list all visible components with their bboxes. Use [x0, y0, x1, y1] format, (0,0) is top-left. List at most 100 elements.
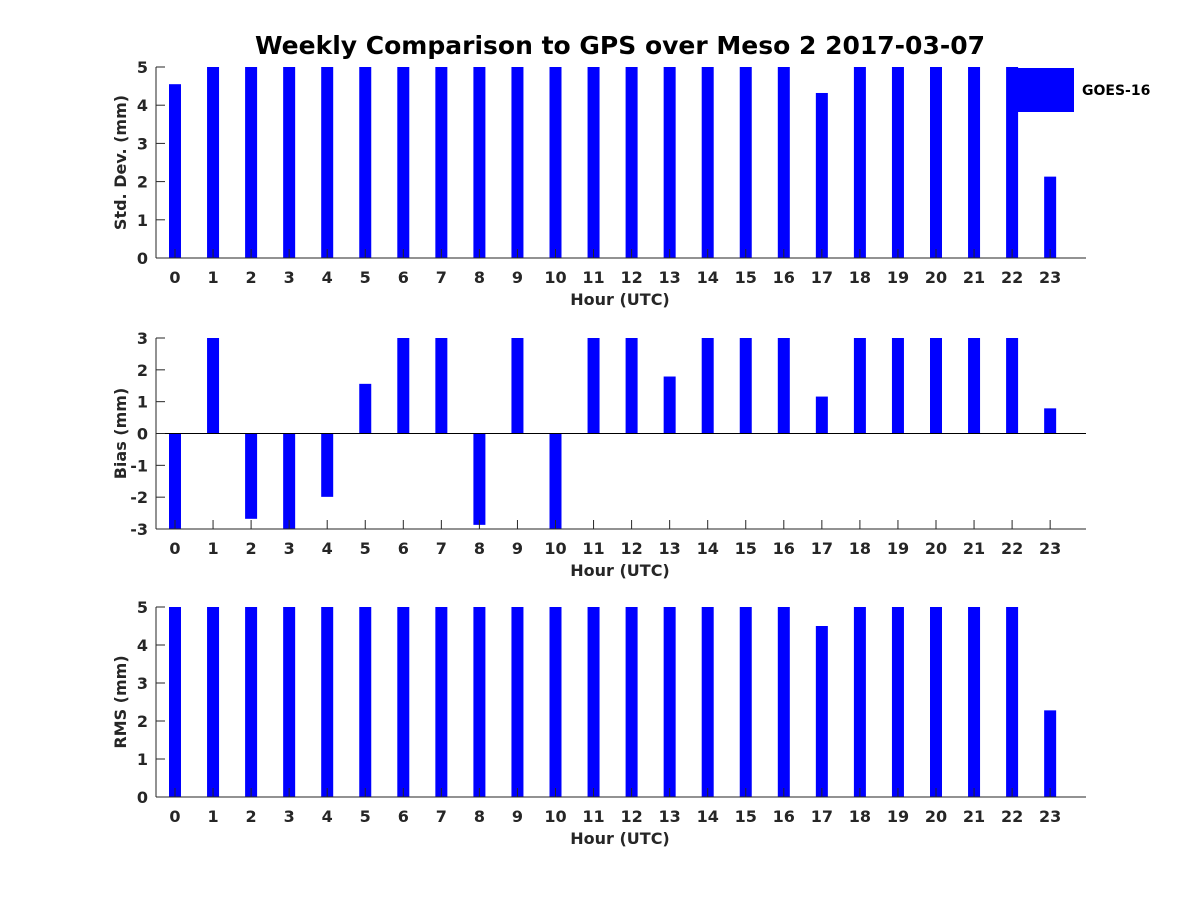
rms-xtick-label: 0 [169, 807, 180, 826]
std-dev-bar-8 [473, 67, 486, 258]
rms-xtick-label: 21 [963, 807, 985, 826]
std-dev-xtick-label: 11 [582, 268, 604, 287]
rms-xtick-label: 2 [246, 807, 257, 826]
rms-bar-6 [397, 607, 410, 797]
bias-xtick-label: 12 [620, 539, 642, 558]
bias-xtick-label: 23 [1039, 539, 1061, 558]
rms-bar-16 [777, 607, 790, 797]
rms-xtick-label: 5 [360, 807, 371, 826]
bias-xtick-label: 10 [544, 539, 566, 558]
std-dev-xtick-label: 15 [735, 268, 757, 287]
rms-xtick-label: 12 [620, 807, 642, 826]
bias-xtick-label: 13 [659, 539, 681, 558]
std-dev-bar-4 [321, 67, 334, 258]
std-dev-ytick-label: 2 [137, 173, 148, 192]
std-dev-bar-15 [739, 67, 752, 258]
rms-xtick-label: 19 [887, 807, 909, 826]
rms-ytick-label: 0 [137, 788, 148, 807]
std-dev-xtick-label: 7 [436, 268, 447, 287]
rms-bar-7 [435, 607, 448, 797]
bias-xtick-label: 15 [735, 539, 757, 558]
bias-bar-5 [359, 383, 372, 434]
bias-bar-0 [169, 433, 181, 529]
std-dev-bar-6 [397, 67, 410, 258]
bias-bar-12 [625, 338, 638, 434]
bias-bar-1 [207, 338, 220, 434]
rms-xtick-label: 18 [849, 807, 871, 826]
std-dev-xtick-label: 2 [246, 268, 257, 287]
std-dev-xtick-label: 9 [512, 268, 523, 287]
bias-xlabel: Hour (UTC) [570, 561, 670, 580]
bias-xtick-label: 18 [849, 539, 871, 558]
rms-ytick-label: 4 [137, 636, 148, 655]
std-dev-bar-14 [701, 67, 714, 258]
std-dev-ylabel: Std. Dev. (mm) [111, 95, 130, 230]
std-dev-bar-0 [169, 84, 181, 258]
rms-bar-19 [891, 607, 904, 797]
rms-bar-0 [169, 607, 181, 797]
std-dev-ytick-label: 5 [137, 58, 148, 77]
bias-xtick-label: 19 [887, 539, 909, 558]
bias-xtick-label: 17 [811, 539, 833, 558]
rms-ytick-label: 2 [137, 712, 148, 731]
bias-bar-3 [283, 433, 296, 529]
bias-xtick-label: 21 [963, 539, 985, 558]
rms-ylabel: RMS (mm) [111, 655, 130, 748]
rms-bar-2 [245, 607, 258, 797]
bias-ytick-label: -3 [130, 520, 148, 539]
bias-ytick-label: 2 [137, 361, 148, 380]
std-dev-xtick-label: 1 [207, 268, 218, 287]
bias-bar-21 [968, 338, 981, 434]
bias-ylabel: Bias (mm) [111, 388, 130, 480]
legend-swatch [1018, 68, 1074, 112]
rms-bar-3 [283, 607, 296, 797]
rms-panel: 0 1 2 3 4 5 6 7 8 9 10 11 12 13 14 15 16 17 18 19 20 21 22 2301… [111, 598, 1086, 848]
rms-xtick-label: 11 [582, 807, 604, 826]
std-dev-xtick-label: 4 [322, 268, 333, 287]
bias-xtick-label: 4 [322, 539, 333, 558]
bias-bar-22 [1006, 338, 1019, 434]
bias-bar-17 [815, 396, 828, 434]
std-dev-xtick-label: 10 [544, 268, 566, 287]
bias-ytick-label: -2 [130, 488, 148, 507]
bias-xtick-label: 9 [512, 539, 523, 558]
std-dev-xtick-label: 22 [1001, 268, 1023, 287]
std-dev-xtick-label: 12 [620, 268, 642, 287]
rms-xtick-label: 9 [512, 807, 523, 826]
std-dev-bar-10 [549, 67, 562, 258]
legend: GOES-16 [1018, 68, 1150, 112]
bias-xtick-label: 22 [1001, 539, 1023, 558]
rms-xtick-label: 22 [1001, 807, 1023, 826]
bias-xtick-label: 8 [474, 539, 485, 558]
bias-xtick-label: 14 [697, 539, 719, 558]
bias-ytick-label: 3 [137, 329, 148, 348]
bias-xtick-label: 11 [582, 539, 604, 558]
std-dev-ytick-label: 1 [137, 211, 148, 230]
std-dev-xtick-label: 5 [360, 268, 371, 287]
chart-title: Weekly Comparison to GPS over Meso 2 201… [255, 31, 985, 60]
bias-xtick-label: 3 [284, 539, 295, 558]
std-dev-xtick-label: 6 [398, 268, 409, 287]
rms-bar-12 [625, 607, 638, 797]
bias-bar-8 [473, 433, 486, 525]
std-dev-bar-9 [511, 67, 524, 258]
rms-bar-9 [511, 607, 524, 797]
bias-xtick-label: 6 [398, 539, 409, 558]
std-dev-xtick-label: 13 [659, 268, 681, 287]
bias-bar-7 [435, 338, 448, 434]
bias-ytick-label: 0 [137, 425, 148, 444]
std-dev-xtick-label: 8 [474, 268, 485, 287]
bias-bar-11 [587, 338, 600, 434]
std-dev-bar-18 [853, 67, 866, 258]
std-dev-xtick-label: 3 [284, 268, 295, 287]
bias-xtick-label: 5 [360, 539, 371, 558]
rms-xtick-label: 17 [811, 807, 833, 826]
rms-bar-15 [739, 607, 752, 797]
bias-bar-14 [701, 338, 714, 434]
bias-panel: 0 1 2 3 4 5 6 7 8 9 10 11 12 13 14 15 16 17 18 19 20 21 22 23-3… [111, 329, 1086, 580]
rms-xtick-label: 23 [1039, 807, 1061, 826]
rms-xtick-label: 7 [436, 807, 447, 826]
rms-xlabel: Hour (UTC) [570, 829, 670, 848]
rms-ytick-label: 5 [137, 598, 148, 617]
